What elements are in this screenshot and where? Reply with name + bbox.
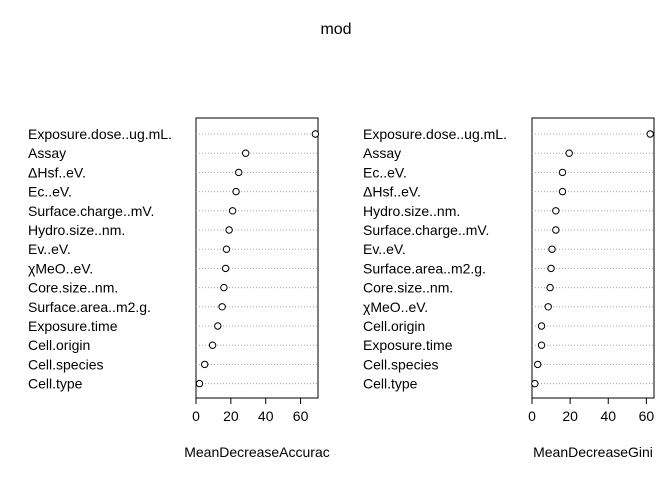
data-point — [235, 168, 243, 177]
dotchart-panel-1: Exposure.dose..ug.mL. Assay ΔHsf..eV. Ec..e… — [28, 117, 330, 460]
data-point — [552, 207, 560, 215]
data-point — [220, 283, 228, 292]
row-label: Surface.area..m2.g. — [363, 260, 486, 276]
x-axis-label: MeanDecreaseAccurac — [184, 444, 330, 460]
x-tick-label: 40 — [600, 408, 616, 424]
data-point — [214, 322, 222, 330]
row-label: Surface.area..m2.g. — [28, 299, 151, 315]
x-tick-label: 0 — [528, 408, 536, 424]
data-point — [534, 360, 542, 369]
data-point — [552, 226, 560, 234]
data-point — [544, 303, 552, 311]
row-label: ΔHsf..eV. — [28, 164, 86, 180]
data-point — [547, 264, 555, 273]
data-point — [221, 264, 230, 273]
row-label: Cell.type — [363, 376, 418, 392]
row-label: Exposure.dose..ug.mL. — [363, 126, 507, 142]
row-label: Exposure.time — [28, 318, 118, 334]
data-point — [646, 130, 654, 138]
row-label: Cell.species — [363, 356, 438, 372]
row-label: Ev..eV. — [28, 241, 71, 257]
row-label: Exposure.time — [363, 337, 453, 353]
figure-title: mod — [320, 21, 351, 38]
row-label: Cell.origin — [28, 337, 90, 353]
x-tick-label: 60 — [639, 408, 655, 424]
data-point — [531, 379, 539, 388]
row-label: Ec..eV. — [28, 184, 72, 200]
plot-frame — [195, 117, 319, 399]
data-point — [537, 322, 546, 330]
data-point — [548, 245, 556, 253]
row-label: ΔHsf..eV. — [363, 184, 421, 200]
x-axis-label: MeanDecreaseGini — [533, 444, 653, 460]
data-point — [241, 149, 250, 157]
row-label: Cell.species — [28, 356, 103, 372]
x-tick-label: 20 — [223, 408, 239, 424]
row-label: Cell.type — [28, 376, 83, 392]
row-label: Core.size..nm. — [363, 280, 453, 296]
row-label: Cell.origin — [363, 318, 425, 334]
row-label: χMeO..eV. — [363, 299, 428, 315]
data-point — [558, 168, 567, 177]
row-label: Surface.charge..mV. — [28, 203, 154, 219]
data-point — [228, 207, 237, 215]
row-label: Exposure.dose..ug.mL. — [28, 126, 172, 142]
data-point — [537, 341, 546, 349]
data-point — [222, 245, 231, 253]
row-label: Hydro.size..nm. — [28, 222, 125, 238]
data-point — [565, 149, 573, 157]
row-label: Ev..eV. — [363, 241, 406, 257]
row-label: Core.size..nm. — [28, 280, 118, 296]
x-tick-label: 40 — [258, 408, 274, 424]
row-label: χMeO..eV. — [28, 260, 93, 276]
row-label: Assay — [28, 145, 66, 161]
x-tick-label: 60 — [293, 408, 309, 424]
row-label: Ec..eV. — [363, 164, 407, 180]
chart-panels: Exposure.dose..ug.mL. Assay ΔHsf..eV. Ec..e… — [28, 117, 655, 460]
data-point — [558, 187, 567, 196]
data-point — [232, 187, 240, 196]
data-point — [195, 379, 204, 388]
data-point — [225, 226, 233, 234]
plot-frame — [531, 117, 655, 399]
data-point — [311, 130, 320, 138]
dotchart-panel-2: Exposure.dose..ug.mL. Assay Ec..eV. ΔHsf..e… — [363, 117, 655, 460]
row-label: Assay — [363, 145, 401, 161]
x-tick-label: 0 — [192, 408, 200, 424]
x-tick-label: 20 — [562, 408, 578, 424]
data-point — [218, 303, 226, 311]
row-label: Surface.charge..mV. — [363, 222, 489, 238]
data-point — [201, 360, 209, 369]
data-point — [546, 283, 554, 292]
row-label: Hydro.size..nm. — [363, 203, 460, 219]
data-point — [208, 341, 217, 349]
